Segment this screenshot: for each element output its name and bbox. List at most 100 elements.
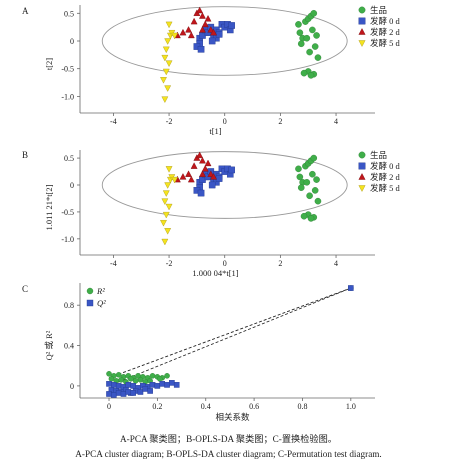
data-point: [118, 377, 124, 383]
data-point: [108, 376, 115, 382]
x-tick-label: 0: [107, 402, 111, 411]
data-point: [149, 373, 156, 379]
data-point: [130, 383, 136, 389]
x-tick-label: 2: [278, 259, 282, 268]
figure-caption-en: A-PCA cluster diagram; B-OPLS-DA cluster…: [75, 449, 382, 459]
y-tick-label: -1.0: [61, 92, 74, 101]
data-point: [160, 77, 167, 84]
data-point: [161, 96, 169, 103]
x-tick-label: 0: [223, 117, 227, 126]
x-tick-label: -2: [166, 259, 173, 268]
data-point: [187, 31, 195, 39]
data-point: [210, 28, 218, 36]
y-axis-label: Q² 或 R²: [44, 330, 54, 360]
data-point: [130, 390, 136, 396]
data-point: [215, 175, 223, 182]
data-point: [297, 184, 305, 191]
data-point: [156, 376, 163, 382]
data-point: [179, 28, 187, 36]
data-point: [228, 166, 235, 174]
legend-marker: [358, 185, 366, 192]
legend-label: 发酵 2 d: [370, 172, 401, 182]
panel-letter: B: [22, 150, 28, 160]
data-point: [207, 170, 215, 177]
y-tick-label: -0.5: [61, 65, 74, 74]
data-point: [306, 48, 313, 56]
legend-marker: [358, 28, 366, 35]
data-point: [165, 166, 173, 173]
y-tick-label: 0.5: [64, 9, 74, 18]
data-point: [204, 159, 212, 167]
legend-marker: [358, 6, 366, 14]
data-point: [165, 60, 173, 67]
data-point: [169, 380, 175, 386]
data-point: [296, 173, 304, 181]
data-point: [311, 43, 319, 50]
x-axis-label: 1.000 04*t[1]: [192, 268, 238, 278]
legend-marker: [358, 173, 366, 180]
data-point: [310, 10, 318, 17]
legend-label: 发酵 0 d: [370, 16, 401, 26]
data-point: [307, 215, 315, 222]
y-tick-label: -0.5: [61, 208, 74, 217]
data-point: [164, 382, 170, 388]
data-point: [132, 378, 139, 384]
data-point: [199, 32, 206, 39]
data-point: [165, 21, 173, 29]
data-point: [297, 40, 305, 48]
legend-label: Q²: [97, 298, 106, 308]
x-axis-label: 相关系数: [215, 412, 250, 422]
data-point: [171, 32, 179, 40]
data-point: [164, 38, 172, 45]
data-point: [159, 381, 166, 387]
data-point: [137, 389, 144, 395]
data-point: [296, 29, 304, 36]
data-point: [311, 187, 319, 194]
x-tick-label: 2: [278, 117, 282, 126]
data-point: [215, 31, 223, 38]
x-tick-label: 0: [223, 259, 227, 268]
data-point: [348, 285, 354, 291]
data-point: [300, 212, 308, 220]
data-point: [120, 391, 127, 397]
x-tick-label: 0.8: [297, 402, 307, 411]
x-tick-label: -4: [110, 117, 117, 126]
y-axis-label: 1.011 21*t[2]: [44, 184, 54, 230]
data-point: [208, 181, 216, 189]
data-point: [160, 220, 167, 227]
panel-letter: C: [22, 284, 28, 294]
data-point: [199, 170, 206, 177]
legend-label: 生品: [370, 150, 387, 160]
confidence-ellipse: [101, 151, 348, 219]
data-point: [210, 173, 218, 180]
data-point: [190, 17, 198, 25]
data-point: [111, 382, 117, 388]
data-point: [111, 392, 117, 398]
data-point: [164, 85, 172, 92]
data-point: [313, 176, 320, 183]
data-point: [313, 32, 320, 39]
legend-marker: [86, 287, 94, 295]
x-tick-label: -4: [110, 259, 117, 268]
legend-label: 发酵 5 d: [370, 183, 401, 193]
data-point: [127, 376, 134, 382]
y-tick-label: 0.5: [64, 154, 74, 163]
data-point: [310, 154, 318, 162]
data-point: [190, 162, 198, 169]
data-point: [199, 156, 206, 164]
legend-label: 发酵 2 d: [370, 27, 401, 37]
data-point: [196, 6, 204, 14]
data-point: [179, 173, 187, 180]
data-point: [309, 26, 316, 34]
data-point: [196, 151, 204, 159]
data-point: [303, 179, 311, 186]
legend-marker: [358, 151, 366, 159]
y-tick-label: 0.8: [64, 301, 74, 310]
data-point: [142, 386, 149, 392]
legend-label: R²: [96, 286, 105, 296]
legend-label: 发酵 0 d: [370, 161, 401, 171]
data-point: [125, 382, 132, 388]
data-point: [164, 373, 170, 379]
panel-c-permutation: C 0 0.2 0.4 0.6 0.8 1.0 0 0.4 0.8 相关系数 Q² 或 R² R² Q²: [22, 283, 375, 422]
